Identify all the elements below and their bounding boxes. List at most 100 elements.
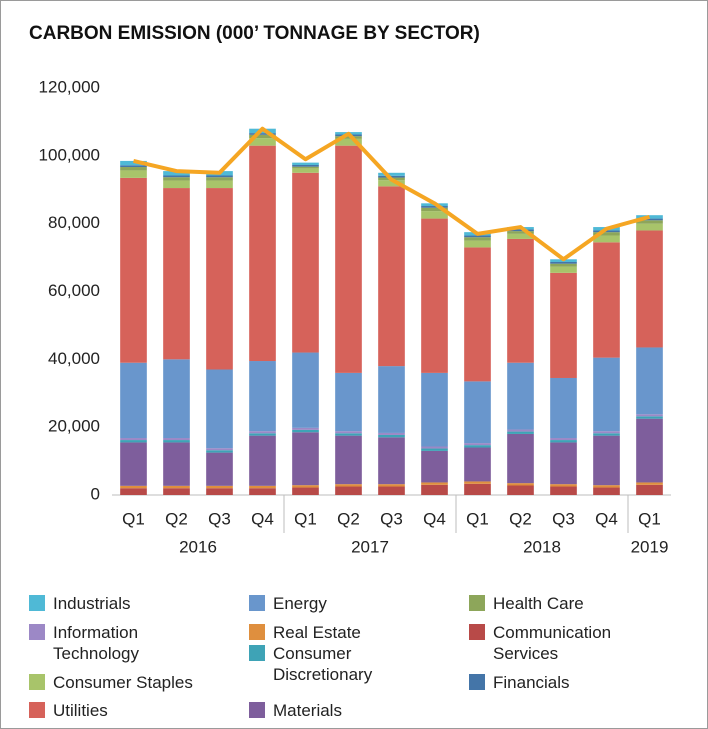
bar-segment (335, 136, 362, 139)
bar-segment (593, 487, 620, 495)
bar-segment (163, 180, 190, 189)
bar-segment (550, 440, 577, 443)
legend-swatch (29, 624, 45, 640)
bar-segment (378, 437, 405, 485)
x-tick-label: Q1 (122, 509, 145, 528)
bar-segment (464, 447, 491, 482)
legend-label: Communication Services (493, 623, 612, 663)
bar-segment (206, 452, 233, 486)
bar-segment (421, 206, 448, 208)
legend-item: Industrials (29, 593, 218, 614)
legend-swatch (469, 674, 485, 690)
bar-segment (120, 440, 147, 443)
x-tick-label: Q4 (251, 509, 274, 528)
legend-swatch (249, 595, 265, 611)
bar-segment (292, 427, 319, 430)
legend-swatch (249, 624, 265, 640)
legend-label: Consumer Discretionary (273, 644, 373, 684)
x-tick-label: Q1 (638, 509, 661, 528)
bar-segment (249, 433, 276, 436)
line (133, 126, 651, 262)
legend-swatch (469, 624, 485, 640)
bar-segment (507, 238, 534, 363)
legend-label: Information Technology (53, 623, 140, 663)
bar-segment (292, 485, 319, 488)
legend-item: Financials (469, 672, 658, 693)
bar-segment (120, 488, 147, 495)
bar-segment (464, 240, 491, 248)
bar-segment (421, 218, 448, 373)
bar-segment (378, 486, 405, 495)
legend-label: Health Care (493, 594, 584, 613)
bar-segment (120, 438, 147, 441)
y-tick-label: 60,000 (48, 281, 100, 300)
x-tick-label: Q2 (165, 509, 188, 528)
y-tick-label: 80,000 (48, 213, 100, 232)
bar-segment (292, 168, 319, 173)
legend-label: Consumer Staples (53, 673, 193, 692)
bar-segment (593, 235, 620, 243)
bar-segment (550, 438, 577, 441)
bar-segment (292, 164, 319, 167)
bar-segment (206, 485, 233, 489)
bar-segment (249, 134, 276, 139)
bar-segment (636, 416, 663, 419)
bar-segment (550, 266, 577, 273)
bar-segment (206, 180, 233, 189)
x-tick-label: Q3 (552, 509, 575, 528)
bar-segment (507, 431, 534, 434)
bar-segment (163, 440, 190, 443)
legend-item: Real Estate (249, 622, 438, 643)
bar-segment (636, 220, 663, 224)
bar-segment (249, 133, 276, 135)
bar-segment (550, 261, 577, 264)
x-tick-label: Q1 (466, 509, 489, 528)
x-group-label: 2019 (631, 537, 669, 556)
bar-segment (378, 484, 405, 487)
bar-segment (206, 488, 233, 495)
bar-segment (550, 442, 577, 485)
legend-swatch (249, 702, 265, 718)
bar-segment (163, 171, 190, 176)
bar-segment (550, 263, 577, 267)
y-tick-label: 40,000 (48, 349, 100, 368)
legend-label: Utilities (53, 701, 108, 720)
bar-segment (421, 207, 448, 212)
x-tick-label: Q2 (337, 509, 360, 528)
legend-label: Real Estate (273, 623, 361, 642)
bar-segment (335, 138, 362, 146)
bar-segment (335, 145, 362, 373)
bar-segment (163, 442, 190, 486)
bar-segment (335, 486, 362, 495)
bar-segment (421, 448, 448, 451)
x-group-label: 2017 (351, 537, 389, 556)
bar-segment (292, 166, 319, 169)
bar-segment (120, 160, 147, 166)
x-tick-label: Q4 (595, 509, 618, 528)
legend-swatch (29, 595, 45, 611)
bar-segment (120, 165, 147, 168)
legend-label: Materials (273, 701, 342, 720)
legend-label: Industrials (53, 594, 131, 613)
legend-item: Health Care (469, 593, 658, 614)
bar-segment (507, 233, 534, 239)
bar-segment (593, 357, 620, 432)
x-group-label: 2018 (523, 537, 561, 556)
bar-segment (292, 432, 319, 486)
bar-segment (636, 418, 663, 483)
bar-segment (292, 487, 319, 495)
bar-segment (206, 450, 233, 453)
bar-segment (507, 483, 534, 486)
bar-segment (249, 431, 276, 434)
bar-segment (163, 359, 190, 439)
legend-label: Financials (493, 673, 570, 692)
bar-segment (464, 235, 491, 238)
bar-segment (593, 485, 620, 488)
bar-segment (507, 429, 534, 432)
y-tick-label: 100,000 (39, 145, 100, 164)
bar-segment (206, 448, 233, 451)
bar-segment (507, 433, 534, 484)
bar-segment (378, 180, 405, 187)
bar-segment (550, 272, 577, 378)
